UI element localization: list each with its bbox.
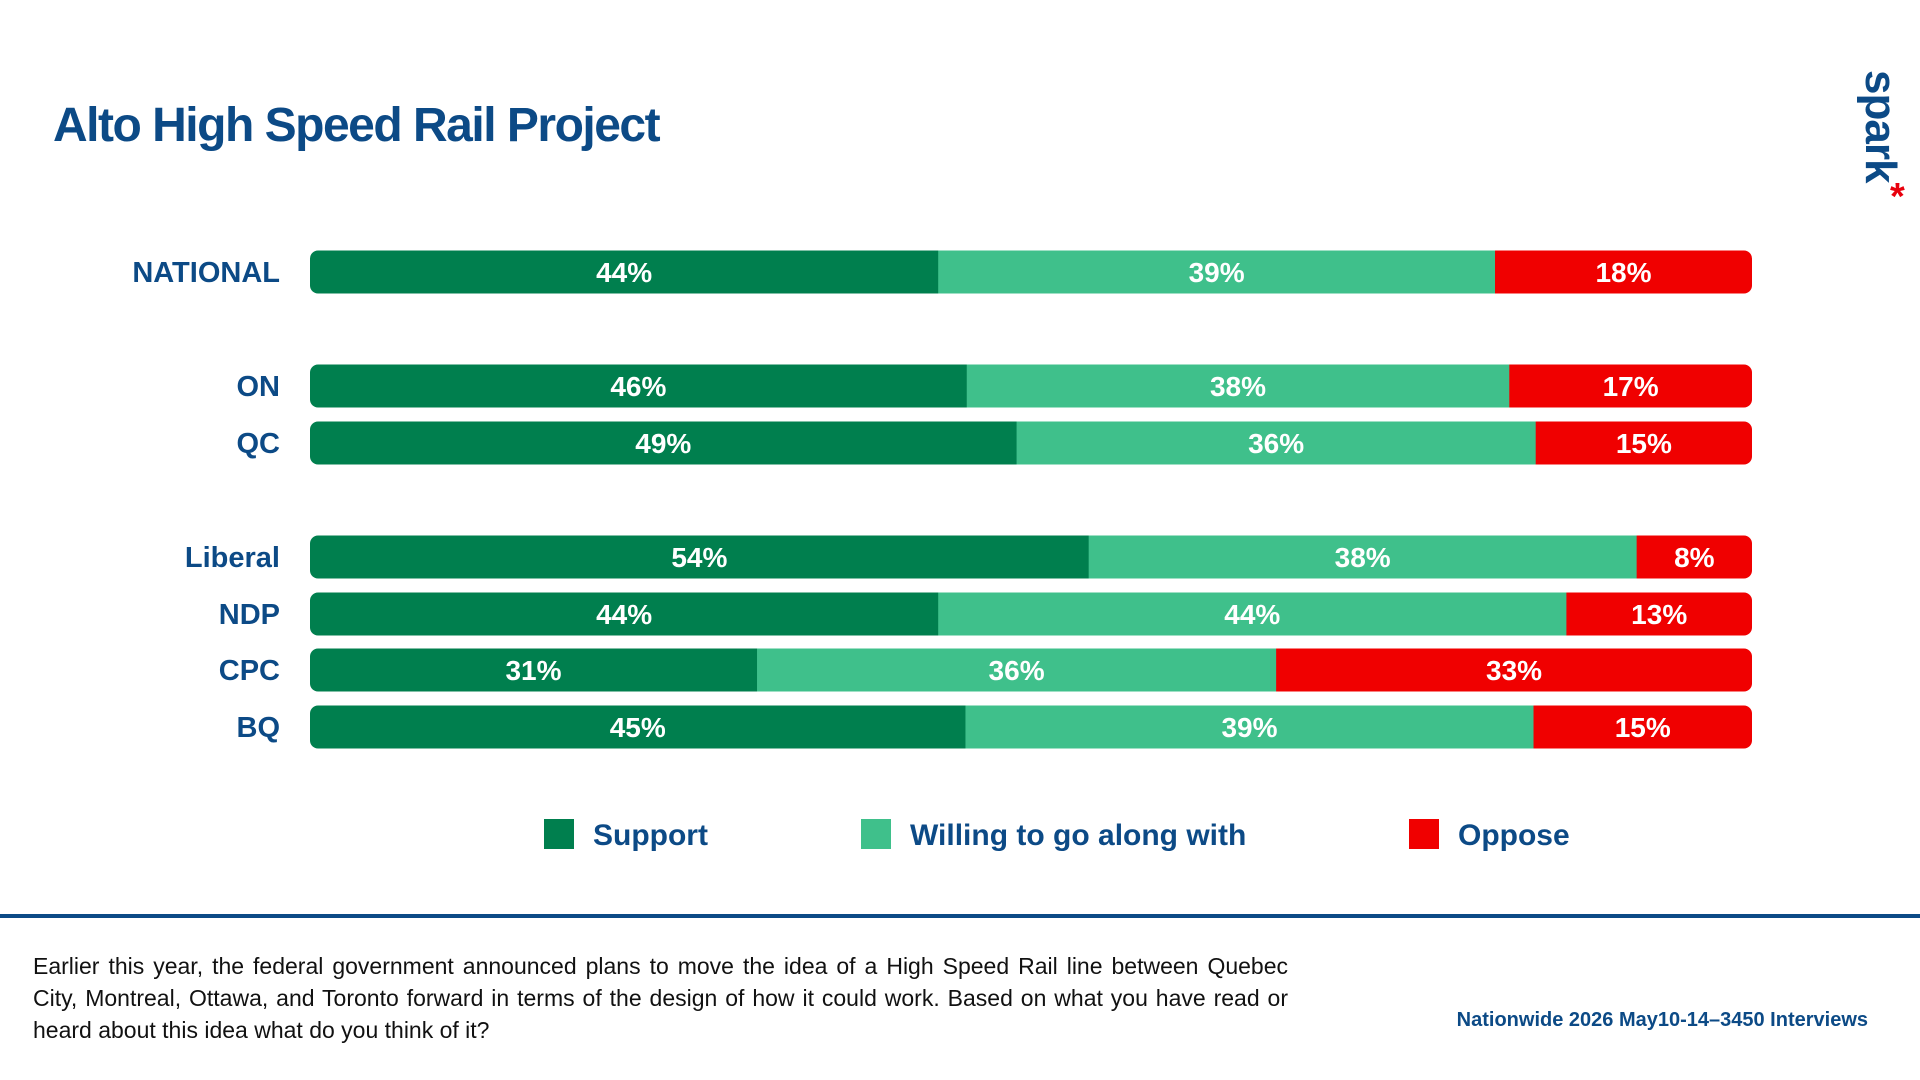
- bar-segment-support: [310, 250, 939, 294]
- bar-segment-support: [310, 421, 1018, 465]
- data-label-oppose: 33%: [1486, 655, 1542, 686]
- bar-segment-oppose: [1566, 592, 1752, 636]
- footer-divider: [0, 914, 1920, 918]
- legend: Support Willing to go along with Oppose: [544, 819, 1570, 852]
- source-note: Nationwide 2026 May10-14–3450 Interviews: [1456, 1009, 1868, 1031]
- bar-segment-support: [310, 535, 1090, 579]
- bar-segment-willing: [965, 705, 1535, 749]
- bar-segment-support: [310, 592, 939, 636]
- data-label-support: 46%: [610, 371, 666, 402]
- bar-segment-support: [310, 648, 758, 692]
- bar-row-qc: QC 49% 36% 15%: [237, 421, 1752, 465]
- legend-swatch-willing: [861, 819, 891, 849]
- data-label-willing: 36%: [1248, 428, 1304, 459]
- survey-question: Earlier this year, the federal governmen…: [33, 953, 1288, 1043]
- bar-segment-oppose: [1533, 705, 1752, 749]
- bar-row-ndp: NDP 44% 44% 13%: [219, 592, 1752, 636]
- data-label-willing: 36%: [989, 655, 1045, 686]
- data-label-support: 45%: [610, 712, 666, 743]
- data-label-support: 44%: [596, 599, 652, 630]
- bar-segment-willing: [938, 250, 1496, 294]
- bar-row-national: NATIONAL 44% 39% 18%: [132, 250, 1752, 294]
- data-label-oppose: 15%: [1615, 712, 1671, 743]
- bar-segment-oppose: [1509, 364, 1752, 408]
- bar-segment-willing: [966, 364, 1510, 408]
- category-label: NDP: [219, 599, 280, 631]
- data-label-willing: 39%: [1221, 712, 1277, 743]
- bar-segment-willing: [757, 648, 1277, 692]
- bar-segment-oppose: [1495, 250, 1752, 294]
- bar-segment-oppose: [1535, 421, 1752, 465]
- legend-swatch-oppose: [1409, 819, 1439, 849]
- bar-segment-support: [310, 705, 966, 749]
- bar-segment-willing: [1016, 421, 1537, 465]
- legend-label-support: Support: [593, 819, 708, 852]
- bar-segment-willing: [1088, 535, 1638, 579]
- category-label: QC: [237, 428, 281, 460]
- category-label: CPC: [219, 655, 280, 687]
- category-label: BQ: [237, 712, 281, 744]
- data-label-willing: 38%: [1210, 371, 1266, 402]
- legend-item-support: Support: [544, 819, 708, 852]
- legend-swatch-support: [544, 819, 574, 849]
- data-label-oppose: 8%: [1674, 542, 1715, 573]
- bar-segment-oppose: [1276, 648, 1752, 692]
- category-label: NATIONAL: [132, 257, 280, 289]
- bar-row-cpc: CPC 31% 36% 33%: [219, 648, 1752, 692]
- legend-item-willing: Willing to go along with: [861, 819, 1246, 852]
- page-title: Alto High Speed Rail Project: [53, 99, 661, 152]
- legend-item-oppose: Oppose: [1409, 819, 1570, 852]
- category-label: ON: [237, 371, 281, 403]
- data-label-oppose: 13%: [1631, 599, 1687, 630]
- data-label-oppose: 17%: [1603, 371, 1659, 402]
- data-label-support: 49%: [635, 428, 691, 459]
- data-label-oppose: 15%: [1616, 428, 1672, 459]
- data-label-willing: 44%: [1224, 599, 1280, 630]
- bar-segment-willing: [938, 592, 1567, 636]
- data-label-support: 54%: [671, 542, 727, 573]
- legend-label-oppose: Oppose: [1458, 819, 1570, 852]
- stacked-bar-chart: NATIONAL 44% 39% 18% ON 46% 38% 17% QC 49% 36% 15% L…: [132, 250, 1752, 852]
- logo-asterisk-icon: *: [1890, 176, 1905, 218]
- data-label-support: 44%: [596, 257, 652, 288]
- bar-segment-support: [310, 364, 968, 408]
- data-label-support: 31%: [505, 655, 561, 686]
- category-label: Liberal: [185, 542, 280, 574]
- spark-logo: spark *: [1840, 70, 1910, 216]
- data-label-oppose: 18%: [1595, 257, 1651, 288]
- bar-row-on: ON 46% 38% 17%: [237, 364, 1752, 408]
- bar-row-bq: BQ 45% 39% 15%: [237, 705, 1752, 749]
- legend-label-willing: Willing to go along with: [910, 819, 1246, 852]
- bar-segment-oppose: [1636, 535, 1752, 579]
- bar-row-liberal: Liberal 54% 38% 8%: [185, 535, 1752, 579]
- data-label-willing: 39%: [1189, 257, 1245, 288]
- data-label-willing: 38%: [1335, 542, 1391, 573]
